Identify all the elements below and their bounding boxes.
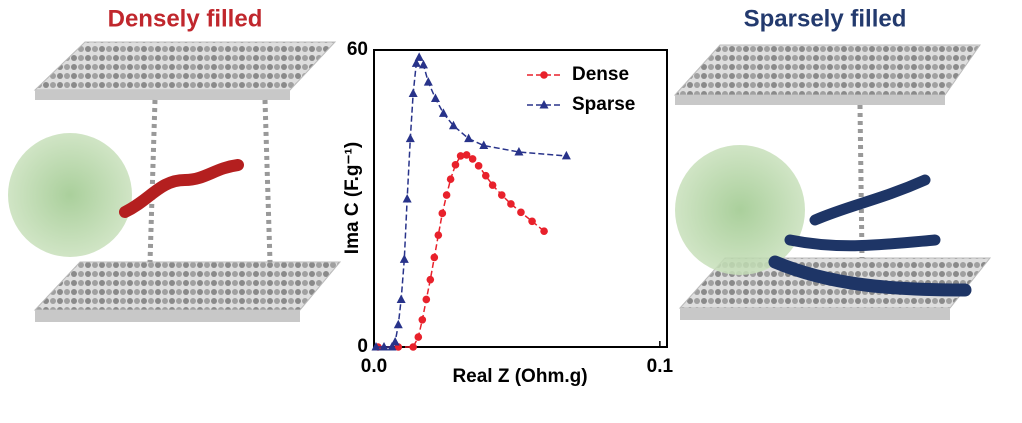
- panel-title: Densely filled: [108, 5, 263, 32]
- data-point: [379, 342, 389, 351]
- data-point: [422, 295, 431, 304]
- data-point: [474, 162, 483, 170]
- data-point: [488, 181, 497, 189]
- data-point: [446, 175, 455, 183]
- data-point: [462, 151, 471, 159]
- data-point: [507, 200, 515, 208]
- data-point: [399, 254, 409, 263]
- data-point: [371, 342, 381, 351]
- plot-frame: [373, 49, 668, 348]
- data-point: [514, 146, 524, 156]
- data-point: [418, 315, 427, 324]
- data-point: [405, 133, 415, 143]
- data-point: [448, 120, 458, 130]
- data-point: [396, 294, 406, 303]
- data-point: [418, 59, 428, 69]
- illustration-dense: [8, 41, 342, 322]
- data-point: [468, 155, 477, 163]
- data-point: [497, 191, 506, 199]
- series-line: [378, 154, 545, 348]
- data-point: [540, 227, 548, 235]
- data-point: [438, 108, 448, 117]
- data-point: [393, 319, 403, 329]
- data-point: [517, 208, 525, 217]
- legend-label: Sparse: [572, 94, 635, 115]
- data-point: [434, 231, 443, 239]
- data-point: [442, 191, 451, 199]
- data-point: [481, 171, 490, 180]
- data-point: [430, 93, 440, 103]
- legend-label: Dense: [572, 64, 629, 85]
- illustration-sparse: [673, 44, 992, 320]
- data-point: [409, 343, 417, 351]
- data-point: [456, 152, 465, 160]
- legend-marker: [539, 100, 549, 109]
- data-point: [411, 58, 421, 67]
- y-tick-label: 60: [347, 39, 368, 60]
- data-point: [430, 253, 439, 262]
- y-tick-label: 0: [357, 336, 368, 357]
- data-point: [414, 333, 423, 341]
- data-point: [451, 161, 460, 169]
- data-point: [423, 77, 433, 86]
- data-point: [414, 52, 424, 61]
- y-axis-label: Ima C (F.g⁻¹): [342, 142, 363, 254]
- data-point: [528, 217, 536, 226]
- data-point: [479, 140, 489, 150]
- data-point: [438, 209, 447, 218]
- x-tick-label: 0.0: [361, 356, 387, 377]
- legend-marker: [540, 71, 548, 79]
- x-tick-label: 0.1: [647, 356, 674, 377]
- data-point: [387, 342, 397, 351]
- x-axis-label: Real Z (Ohm.g): [452, 366, 587, 387]
- panel-title: Sparsely filled: [744, 5, 907, 32]
- data-point: [426, 275, 435, 284]
- data-point: [561, 150, 571, 160]
- data-point: [390, 337, 400, 346]
- data-point: [408, 88, 418, 98]
- data-point: [402, 193, 412, 203]
- data-point: [464, 133, 474, 143]
